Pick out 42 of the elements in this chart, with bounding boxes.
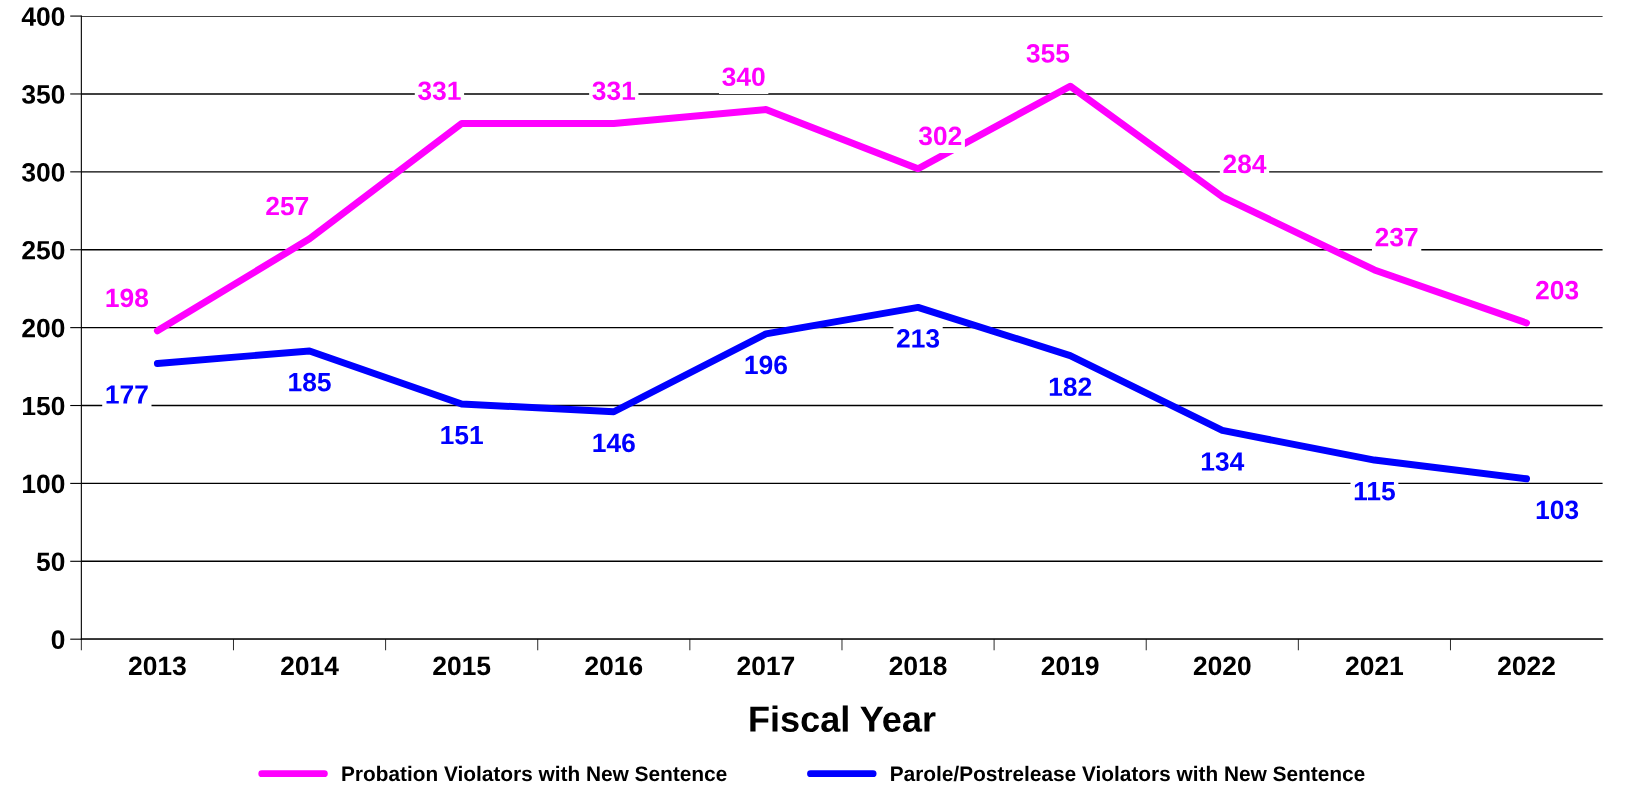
data-label: 177 bbox=[106, 385, 148, 404]
x-tick-label: 2021 bbox=[1345, 656, 1404, 676]
y-tick-label: 200 bbox=[22, 318, 65, 338]
data-label: 302 bbox=[918, 126, 962, 146]
y-tick-label: 150 bbox=[23, 396, 65, 416]
y-tick-label: 0 bbox=[51, 630, 65, 649]
data-label: 284 bbox=[1223, 154, 1267, 174]
data-label: 203 bbox=[1535, 280, 1579, 300]
legend-label: Parole/Postrelease Violators with New Sentence bbox=[891, 765, 1365, 782]
x-axis-title: Fiscal Year bbox=[750, 705, 936, 732]
x-tick-label: 2017 bbox=[737, 656, 795, 676]
x-tick-label: 2013 bbox=[128, 656, 186, 676]
data-label: 331 bbox=[592, 81, 636, 101]
x-tick-label: 2015 bbox=[433, 656, 491, 676]
data-label: 257 bbox=[266, 196, 309, 216]
data-label: 198 bbox=[106, 288, 149, 308]
data-label: 146 bbox=[593, 433, 635, 453]
x-tick-label: 2019 bbox=[1041, 656, 1099, 676]
y-tick-label: 400 bbox=[21, 7, 65, 26]
data-label: 355 bbox=[1026, 44, 1070, 63]
x-tick-label: 2022 bbox=[1498, 656, 1555, 676]
data-label: 237 bbox=[1375, 227, 1418, 247]
y-tick-label: 300 bbox=[21, 162, 65, 182]
legend-label: Probation Violators with New Sentence bbox=[342, 765, 727, 782]
y-tick-label: 50 bbox=[36, 552, 65, 572]
data-label: 182 bbox=[1049, 377, 1092, 397]
data-label: 103 bbox=[1536, 500, 1579, 520]
data-label: 115 bbox=[1354, 482, 1395, 501]
data-label: 151 bbox=[441, 425, 483, 445]
y-tick-label: 250 bbox=[22, 240, 65, 260]
data-label: 134 bbox=[1201, 452, 1245, 471]
x-tick-label: 2014 bbox=[281, 656, 339, 676]
data-label: 340 bbox=[722, 67, 765, 87]
x-tick-label: 2018 bbox=[889, 656, 947, 676]
x-tick-label: 2016 bbox=[585, 656, 643, 676]
y-tick-label: 350 bbox=[21, 85, 65, 104]
data-label: 213 bbox=[896, 329, 940, 348]
data-label: 185 bbox=[289, 372, 331, 392]
x-tick-label: 2020 bbox=[1193, 656, 1251, 676]
y-tick-label: 100 bbox=[23, 474, 65, 494]
data-label: 331 bbox=[418, 81, 461, 101]
data-label: 196 bbox=[745, 355, 787, 375]
